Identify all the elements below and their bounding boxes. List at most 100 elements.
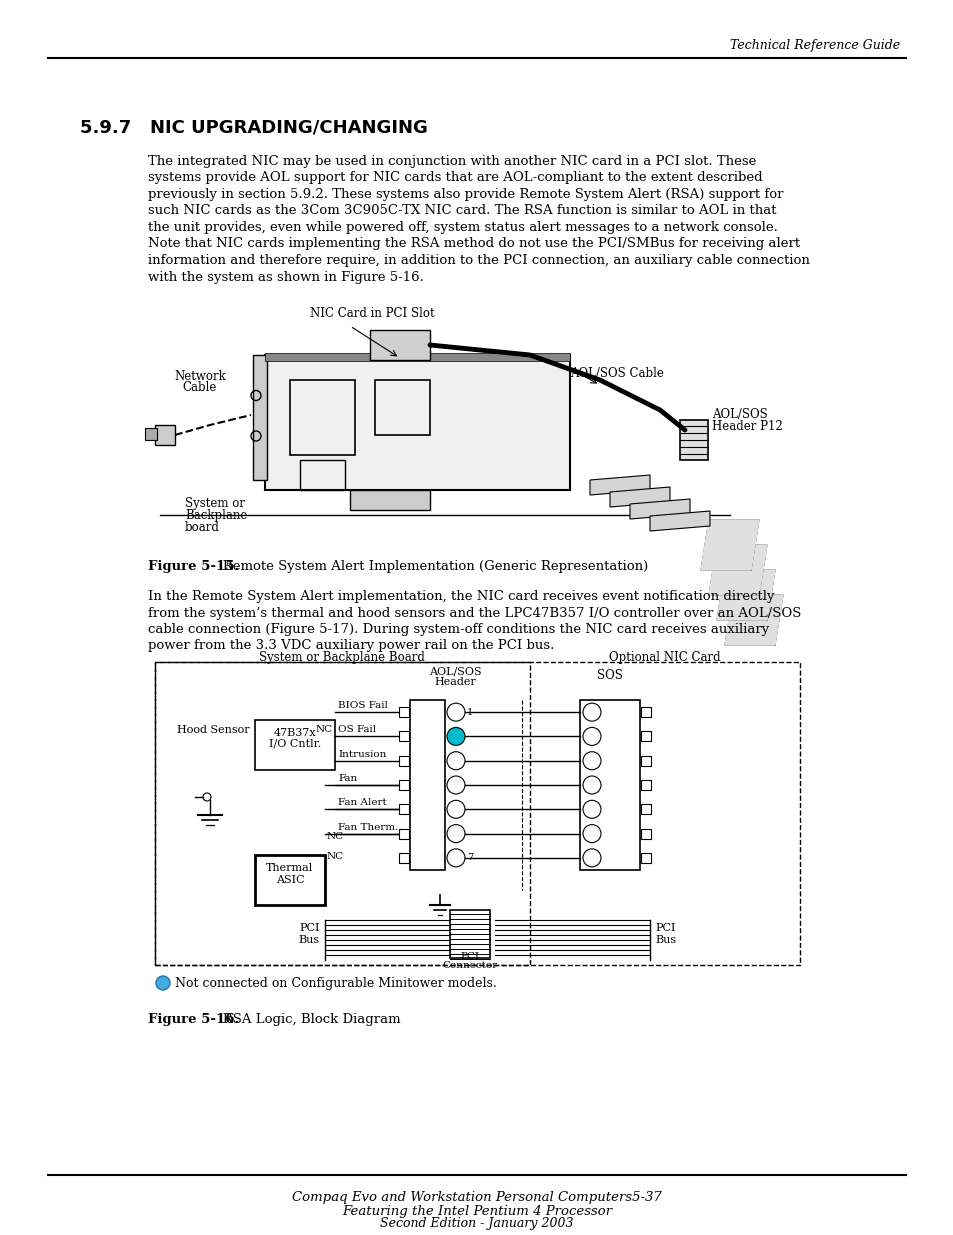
Text: Bus: Bus (655, 935, 676, 945)
Text: Not connected on Configurable Minitower models.: Not connected on Configurable Minitower … (174, 977, 497, 989)
Bar (640, 731, 650, 741)
Bar (398, 708, 409, 718)
Text: Backplane: Backplane (185, 509, 247, 522)
Text: previously in section 5.9.2. These systems also provide Remote System Alert (RSA: previously in section 5.9.2. These syste… (148, 188, 782, 201)
Text: Second Edition - January 2003: Second Edition - January 2003 (380, 1216, 573, 1230)
Text: Header P12: Header P12 (711, 420, 781, 433)
Text: Hood Sensor: Hood Sensor (177, 725, 250, 735)
Polygon shape (700, 520, 759, 571)
Text: AOL/SOS: AOL/SOS (428, 666, 481, 676)
Polygon shape (649, 511, 709, 531)
Text: Featuring the Intel Pentium 4 Processor: Featuring the Intel Pentium 4 Processor (341, 1205, 612, 1218)
Polygon shape (629, 499, 689, 519)
Bar (265, 353, 569, 361)
Polygon shape (724, 595, 782, 645)
Text: Connector: Connector (442, 961, 497, 969)
Bar (398, 804, 409, 814)
Text: 5.9.7   NIC UPGRADING/CHANGING: 5.9.7 NIC UPGRADING/CHANGING (80, 119, 428, 136)
Bar (640, 781, 650, 790)
Text: such NIC cards as the 3Com 3C905C-TX NIC card. The RSA function is similar to AO: such NIC cards as the 3Com 3C905C-TX NIC… (148, 205, 776, 217)
Circle shape (447, 727, 464, 746)
Text: 47B37x: 47B37x (274, 727, 316, 739)
Text: NC: NC (327, 832, 344, 841)
Circle shape (156, 976, 170, 990)
Bar (579, 700, 639, 869)
Bar (299, 459, 345, 490)
Polygon shape (717, 571, 774, 620)
Bar (290, 380, 355, 454)
Text: from the system’s thermal and hood sensors and the LPC47B357 I/O controller over: from the system’s thermal and hood senso… (148, 606, 801, 620)
Bar (254, 855, 325, 905)
Text: 7: 7 (467, 853, 473, 862)
Bar (398, 853, 409, 863)
Text: RSA Logic, Block Diagram: RSA Logic, Block Diagram (210, 1013, 400, 1026)
Text: Intrusion: Intrusion (337, 750, 386, 758)
Bar (154, 662, 800, 965)
Bar (640, 853, 650, 863)
Text: I/O Cntlr.: I/O Cntlr. (269, 739, 321, 748)
Bar (679, 420, 707, 459)
Text: PCI: PCI (299, 923, 319, 932)
Bar (375, 380, 430, 435)
Bar (640, 829, 650, 839)
Bar (398, 781, 409, 790)
Bar (398, 829, 409, 839)
Text: PCI: PCI (655, 923, 675, 932)
Text: cable connection (Figure 5-17). During system-off conditions the NIC card receiv: cable connection (Figure 5-17). During s… (148, 622, 768, 636)
Text: PCI: PCI (460, 952, 479, 961)
Bar (640, 756, 650, 766)
Bar (154, 425, 174, 445)
Text: OS Fail: OS Fail (337, 725, 375, 735)
Text: Network: Network (174, 370, 226, 383)
Bar (145, 429, 157, 440)
Text: Cable: Cable (183, 382, 217, 394)
Bar (398, 731, 409, 741)
Text: power from the 3.3 VDC auxiliary power rail on the PCI bus.: power from the 3.3 VDC auxiliary power r… (148, 640, 554, 652)
Bar (640, 708, 650, 718)
Text: In the Remote System Alert implementation, the NIC card receives event notificat: In the Remote System Alert implementatio… (148, 590, 774, 603)
Text: Figure 5-16.: Figure 5-16. (148, 1013, 239, 1026)
Text: NC: NC (315, 725, 333, 735)
Text: Technical Reference Guide: Technical Reference Guide (729, 38, 899, 52)
Bar (410, 700, 444, 869)
Bar (265, 354, 569, 490)
Text: 1: 1 (467, 708, 473, 716)
Text: Figure 5-15.: Figure 5-15. (148, 559, 239, 573)
Text: the unit provides, even while powered off, system status alert messages to a net: the unit provides, even while powered of… (148, 221, 777, 233)
Text: BIOS Fail: BIOS Fail (337, 701, 388, 710)
Text: System or: System or (185, 496, 245, 510)
Polygon shape (708, 545, 766, 595)
Bar (253, 354, 267, 480)
Bar (398, 756, 409, 766)
Bar (254, 720, 335, 769)
Text: with the system as shown in Figure 5-16.: with the system as shown in Figure 5-16. (148, 270, 423, 284)
Polygon shape (589, 475, 649, 495)
Text: Optional NIC Card: Optional NIC Card (609, 651, 720, 664)
Text: NIC Card in PCI Slot: NIC Card in PCI Slot (310, 308, 435, 320)
Text: SOS: SOS (597, 669, 622, 682)
Text: Thermal: Thermal (266, 863, 314, 873)
Bar (370, 330, 430, 359)
Polygon shape (609, 487, 669, 508)
Text: Fan: Fan (337, 774, 356, 783)
Text: The integrated NIC may be used in conjunction with another NIC card in a PCI slo: The integrated NIC may be used in conjun… (148, 156, 756, 168)
Text: board: board (185, 521, 219, 534)
Text: Bus: Bus (298, 935, 319, 945)
Text: AOL/SOS: AOL/SOS (711, 408, 767, 421)
Text: Note that NIC cards implementing the RSA method do not use the PCI/SMBus for rec: Note that NIC cards implementing the RSA… (148, 237, 800, 251)
Text: ASIC: ASIC (275, 876, 304, 885)
Text: Compaq Evo and Workstation Personal Computers5-37: Compaq Evo and Workstation Personal Comp… (292, 1191, 661, 1204)
Bar (450, 910, 490, 958)
Bar (640, 804, 650, 814)
Text: System or Backplane Board: System or Backplane Board (259, 651, 424, 664)
Text: Header: Header (434, 677, 476, 687)
Text: systems provide AOL support for NIC cards that are AOL-compliant to the extent d: systems provide AOL support for NIC card… (148, 172, 761, 184)
Text: information and therefore require, in addition to the PCI connection, an auxilia: information and therefore require, in ad… (148, 254, 809, 267)
Bar (350, 490, 430, 510)
Text: NC: NC (327, 852, 344, 861)
Text: Fan Therm.: Fan Therm. (337, 823, 398, 831)
Bar (154, 662, 530, 965)
Text: Remote System Alert Implementation (Generic Representation): Remote System Alert Implementation (Gene… (210, 559, 648, 573)
Text: AOL/SOS Cable: AOL/SOS Cable (569, 367, 663, 379)
Text: Fan Alert: Fan Alert (337, 798, 386, 808)
